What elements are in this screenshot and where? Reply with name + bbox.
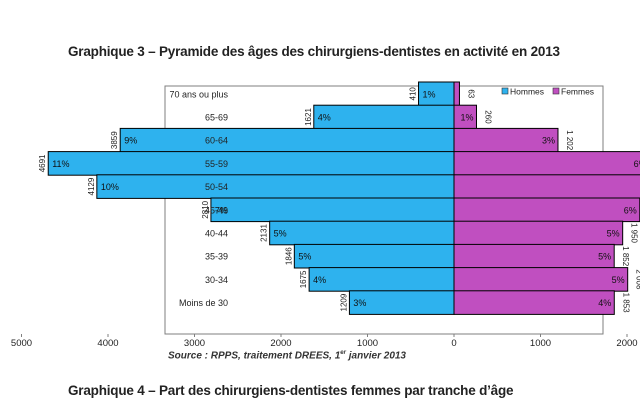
value-label-hommes: 4691: [38, 154, 47, 172]
source-suffix: janvier 2013: [345, 350, 406, 362]
pct-label-femmes: 6%: [624, 205, 637, 215]
category-label: 30-34: [205, 275, 228, 285]
value-label-hommes: 1675: [299, 270, 308, 288]
source-prefix: Source : RPPS, traitement DREES, 1: [168, 350, 341, 362]
pct-label-femmes: 6%: [634, 159, 640, 169]
value-label-femmes: 2 008: [635, 269, 640, 290]
value-label-femmes: 260: [483, 110, 492, 124]
bar-femmes: [453, 267, 629, 292]
bar-hommes: [308, 267, 455, 292]
pct-label-hommes: 3%: [353, 298, 366, 308]
pct-label-hommes: 4%: [318, 113, 331, 123]
value-label-femmes: 1 202: [565, 130, 574, 151]
bar-hommes: [293, 243, 455, 269]
pct-label-femmes: 5%: [607, 229, 620, 239]
value-label-femmes: 1 852: [621, 246, 630, 267]
value-label-femmes: 1 950: [630, 223, 639, 244]
legend-swatch: [552, 87, 560, 95]
x-tick-label: 0: [451, 338, 456, 349]
pct-label-hommes: 9%: [124, 136, 137, 146]
value-label-hommes: 1621: [304, 108, 313, 126]
x-tick-label: 5000: [11, 338, 32, 349]
pct-label-hommes: 5%: [298, 252, 311, 262]
bar-femmes: [453, 81, 460, 107]
category-label: 65-69: [205, 113, 228, 123]
bar-femmes: [453, 220, 624, 246]
category-label: 45-49: [205, 205, 228, 215]
legend: Hommes Femmes: [501, 87, 594, 97]
legend-label: Hommes: [510, 87, 544, 97]
source-sup: er: [340, 350, 346, 356]
category-label: 40-44: [205, 229, 228, 239]
value-label-hommes: 1846: [284, 247, 293, 265]
pct-label-hommes: 7%: [215, 205, 228, 215]
pct-label-hommes: 10%: [101, 182, 119, 192]
value-label-hommes: 1209: [339, 293, 348, 311]
legend-swatch: [501, 87, 509, 95]
pct-label-femmes: 5%: [598, 252, 611, 262]
category-label: 55-59: [205, 159, 228, 169]
x-tick-label: 1000: [357, 338, 378, 349]
pct-label-hommes: 5%: [274, 229, 287, 239]
category-label: 35-39: [205, 252, 228, 262]
pct-label-femmes: 3%: [542, 136, 555, 146]
bar-hommes: [210, 197, 455, 223]
bar-hommes: [269, 220, 455, 246]
legend-label: Femmes: [561, 87, 594, 97]
pct-label-hommes: 11%: [52, 159, 69, 169]
category-label: 50-54: [205, 182, 228, 192]
pct-label-hommes: 1%: [423, 89, 436, 99]
graph3-title: Graphique 3 – Pyramide des âges des chir…: [68, 44, 560, 59]
x-tick-label: 1000: [530, 338, 551, 349]
bar-hommes: [96, 174, 455, 199]
pct-label-hommes: 4%: [313, 275, 326, 285]
value-label-femmes: 1 853: [621, 293, 630, 314]
x-tick-label: 2000: [616, 338, 637, 349]
pct-label-femmes: 5%: [612, 275, 625, 285]
category-label: 60-64: [205, 136, 228, 146]
value-label-hommes: 2810: [201, 200, 210, 218]
bar-femmes: [453, 243, 615, 269]
x-tick-label: 2000: [270, 338, 291, 349]
category-label: 70 ans ou plus: [169, 89, 228, 99]
pct-label-femmes: 1%: [460, 113, 473, 123]
bar-femmes: [453, 197, 640, 223]
bar-femmes: [453, 151, 640, 176]
value-label-femmes: 63: [466, 89, 475, 98]
bar-hommes: [47, 151, 455, 176]
value-label-hommes: 3859: [110, 131, 119, 149]
category-label: Moins de 30: [179, 298, 228, 308]
x-tick-label: 4000: [97, 338, 118, 349]
value-label-hommes: 410: [409, 87, 418, 101]
value-label-hommes: 4129: [87, 177, 96, 195]
bar-femmes: [453, 290, 615, 315]
source-note: Source : RPPS, traitement DREES, 1er jan…: [168, 350, 406, 361]
pct-label-femmes: 4%: [598, 298, 611, 308]
graph4-title: Graphique 4 – Part des chirurgiens-denti…: [68, 383, 514, 398]
x-tick-label: 3000: [184, 338, 205, 349]
bar-hommes: [119, 127, 455, 153]
bar-femmes: [453, 174, 640, 199]
value-label-hommes: 2131: [260, 224, 269, 242]
bar-hommes: [313, 104, 455, 130]
